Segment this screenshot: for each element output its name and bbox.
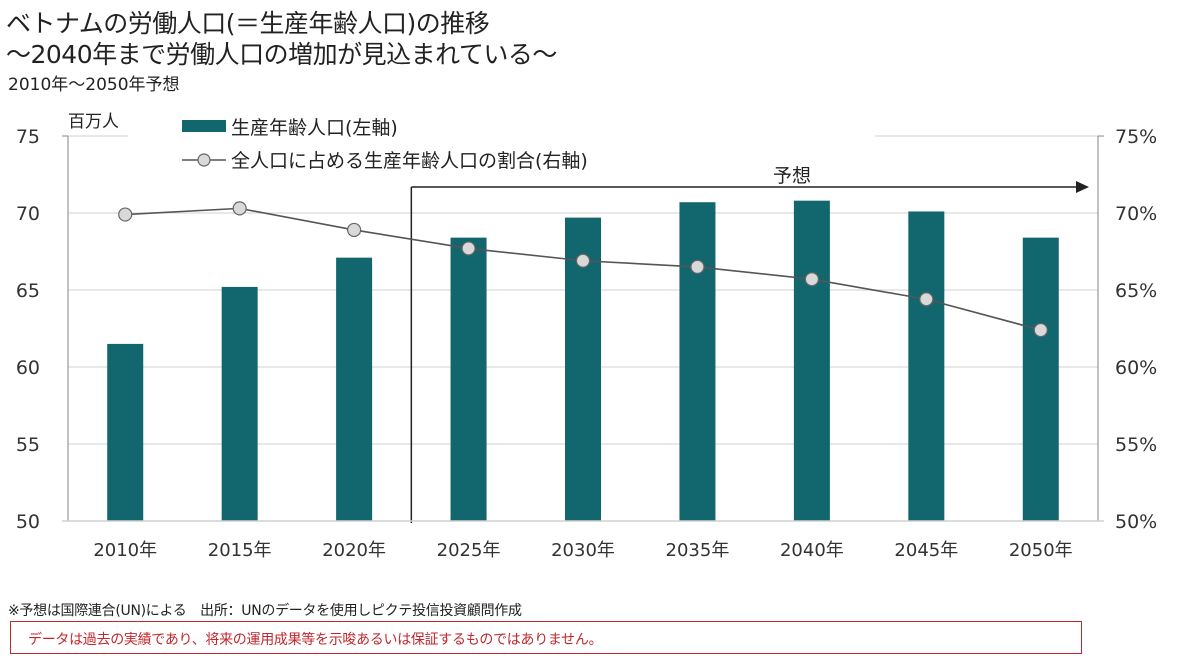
line-point-2030年 — [575, 253, 591, 268]
chart-title-line1: ベトナムの労働人口(＝生産年齢人口)の推移 — [6, 9, 490, 38]
x-tick-label: 2040年 — [780, 540, 844, 561]
right-axis-ticks: 50% 55% 60% 65% 70% 75% — [1115, 126, 1157, 533]
bar-2030年 — [565, 217, 601, 521]
x-axis-ticks: 2010年 2015年 2020年 2025年 2030年 2035年 2040年 2045年… — [93, 540, 1072, 561]
left-tick-label: 50 — [16, 511, 40, 533]
left-tick-label: 60 — [16, 357, 40, 379]
x-tick-label: 2020年 — [322, 540, 386, 561]
bar-2015年 — [221, 286, 258, 521]
line-series — [118, 201, 1048, 338]
x-tick-label: 2050年 — [1009, 540, 1073, 561]
left-tick-label: 70 — [16, 203, 40, 225]
bar-2020年 — [336, 257, 373, 521]
axes — [62, 135, 1104, 522]
bar-series — [107, 200, 1059, 521]
line-point-2045年 — [919, 292, 934, 307]
left-tick-label: 75 — [16, 126, 40, 148]
line-point-2040年 — [804, 272, 819, 287]
legend-bar-swatch — [182, 120, 226, 132]
source-note: ※予想は国際連合(UN)による 出所：UNのデータを使用しピクテ投信投資顧問作成 — [8, 603, 522, 619]
left-axis-ticks: 50 55 60 65 70 75 — [16, 126, 40, 533]
left-axis-unit: 百万人 — [68, 112, 119, 132]
line-point-2015年 — [232, 201, 247, 216]
right-tick-label: 60% — [1115, 357, 1157, 379]
line-point-2020年 — [347, 222, 362, 238]
x-tick-label: 2025年 — [437, 540, 501, 561]
bar-2025年 — [450, 237, 487, 521]
chart: 予想 50 55 60 65 70 75 50% 55% 60% 65% 70% 75% 2010年… — [16, 112, 1157, 561]
legend-line-label: 全人口に占める生産年齢人口の割合(右軸) — [231, 150, 588, 172]
right-tick-label: 70% — [1115, 203, 1157, 225]
bar-2035年 — [679, 202, 716, 521]
forecast-arrowhead-icon — [1076, 181, 1089, 193]
chart-title-line2: ～2040年まで労働人口の増加が見込まれている～ — [6, 40, 557, 69]
bar-2010年 — [107, 343, 144, 521]
chart-subtitle: 2010年～2050年予想 — [8, 75, 180, 95]
line-point-2010年 — [118, 207, 133, 222]
bar-2040年 — [793, 200, 830, 521]
line-point-2050年 — [1033, 322, 1048, 338]
line-point-2025年 — [461, 241, 476, 256]
left-tick-label: 65 — [16, 280, 40, 302]
left-tick-label: 55 — [16, 434, 40, 456]
right-tick-label: 50% — [1115, 511, 1157, 533]
line-point-2035年 — [690, 259, 705, 274]
disclaimer-text: データは過去の実績であり、将来の運用成果等を示唆あるいは保証するものではありませ… — [28, 632, 603, 648]
disclaimer-box: データは過去の実績であり、将来の運用成果等を示唆あるいは保証するものではありませ… — [10, 621, 1082, 654]
x-tick-label: 2010年 — [93, 540, 157, 561]
bar-2045年 — [908, 211, 945, 521]
right-tick-label: 65% — [1115, 280, 1157, 302]
x-tick-label: 2045年 — [894, 540, 958, 561]
x-tick-label: 2015年 — [208, 540, 272, 561]
x-tick-label: 2030年 — [551, 540, 615, 561]
legend: 生産年齢人口(左軸) 全人口に占める生産年齢人口の割合(右軸) — [182, 117, 588, 172]
bar-2050年 — [1022, 237, 1059, 521]
right-tick-label: 55% — [1115, 434, 1157, 456]
legend-bar-label: 生産年齢人口(左軸) — [231, 117, 398, 139]
forecast-label: 予想 — [773, 165, 811, 187]
x-tick-label: 2035年 — [666, 540, 730, 561]
right-tick-label: 75% — [1115, 126, 1157, 148]
legend-line-marker — [197, 153, 211, 167]
